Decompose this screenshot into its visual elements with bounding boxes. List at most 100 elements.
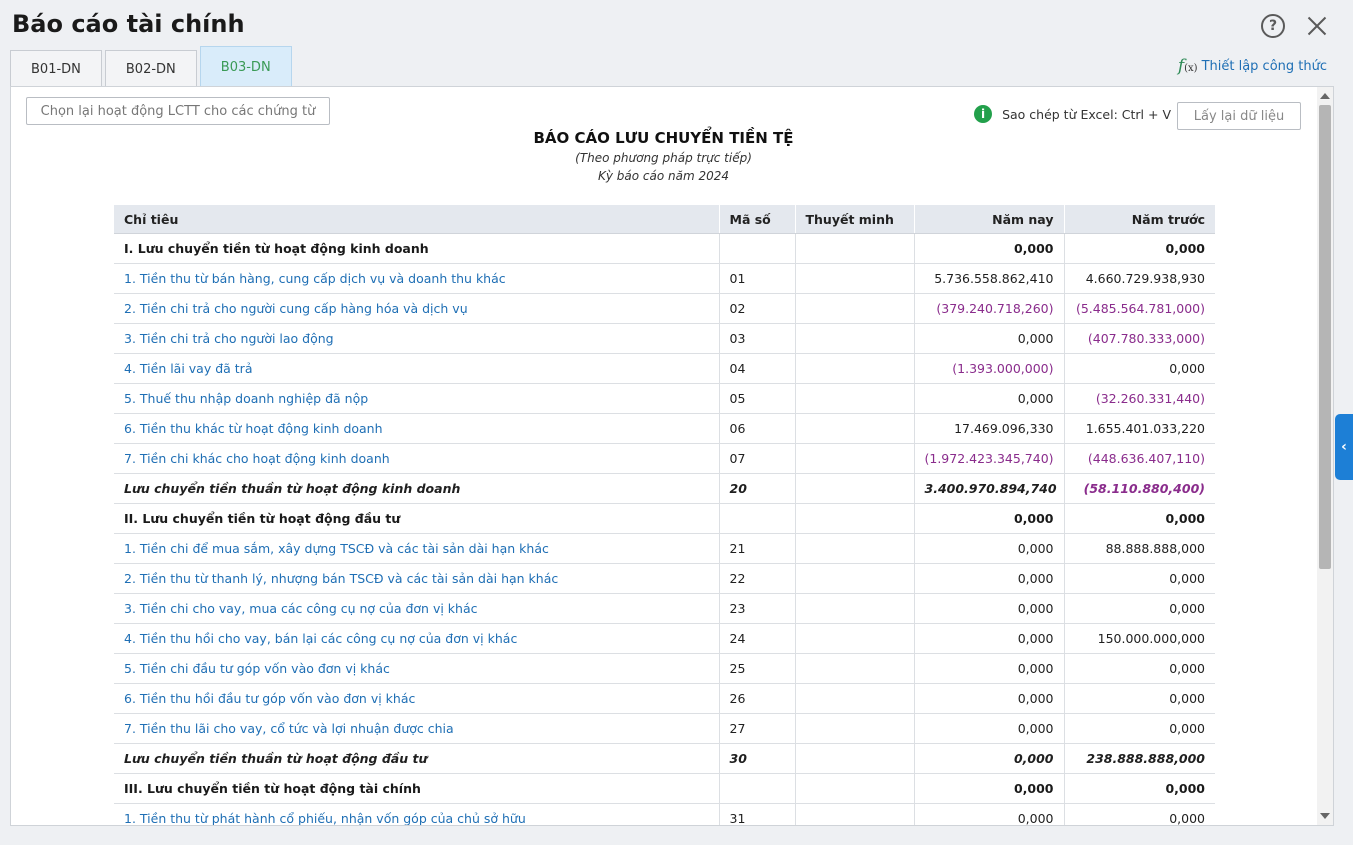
row-previous-year-cell[interactable]: 0,000: [1064, 593, 1215, 624]
row-code-cell[interactable]: 21: [719, 533, 796, 564]
row-previous-year-cell[interactable]: (32.260.331,440): [1064, 383, 1215, 414]
table-row[interactable]: II. Lưu chuyển tiền từ hoạt động đầu tư 0…: [114, 503, 1215, 534]
row-previous-year-cell[interactable]: 88.888.888,000: [1064, 533, 1215, 564]
row-note-cell[interactable]: [795, 803, 915, 825]
row-code-cell[interactable]: 26: [719, 683, 796, 714]
row-previous-year-cell[interactable]: (407.780.333,000): [1064, 323, 1215, 354]
row-current-year-cell[interactable]: 5.736.558.862,410: [914, 263, 1065, 294]
row-code-cell[interactable]: [719, 503, 796, 534]
row-indicator-cell[interactable]: II. Lưu chuyển tiền từ hoạt động đầu tư: [114, 503, 720, 534]
table-row[interactable]: Lưu chuyển tiền thuần từ hoạt động kinh …: [114, 473, 1215, 504]
row-previous-year-cell[interactable]: 150.000.000,000: [1064, 623, 1215, 654]
row-code-cell[interactable]: 02: [719, 293, 796, 324]
row-previous-year-cell[interactable]: (5.485.564.781,000): [1064, 293, 1215, 324]
row-indicator-cell[interactable]: 1. Tiền thu từ bán hàng, cung cấp dịch v…: [114, 263, 720, 294]
row-current-year-cell[interactable]: 0,000: [914, 593, 1065, 624]
table-row[interactable]: 5. Tiền chi đầu tư góp vốn vào đơn vị kh…: [114, 653, 1215, 684]
row-indicator-cell[interactable]: Lưu chuyển tiền thuần từ hoạt động đầu t…: [114, 743, 720, 774]
row-code-cell[interactable]: 05: [719, 383, 796, 414]
row-code-cell[interactable]: 01: [719, 263, 796, 294]
row-code-cell[interactable]: [719, 233, 796, 264]
row-note-cell[interactable]: [795, 743, 915, 774]
row-previous-year-cell[interactable]: (58.110.880,400): [1064, 473, 1215, 504]
row-code-cell[interactable]: 27: [719, 713, 796, 744]
table-row[interactable]: III. Lưu chuyển tiền từ hoạt động tài ch…: [114, 773, 1215, 804]
row-code-cell[interactable]: 07: [719, 443, 796, 474]
row-note-cell[interactable]: [795, 413, 915, 444]
table-row[interactable]: 1. Tiền thu từ phát hành cổ phiếu, nhận …: [114, 803, 1215, 825]
row-note-cell[interactable]: [795, 713, 915, 744]
row-indicator-cell[interactable]: I. Lưu chuyển tiền từ hoạt động kinh doa…: [114, 233, 720, 264]
row-current-year-cell[interactable]: 0,000: [914, 743, 1065, 774]
row-note-cell[interactable]: [795, 263, 915, 294]
table-row[interactable]: 1. Tiền thu từ bán hàng, cung cấp dịch v…: [114, 263, 1215, 294]
tab-b01-dn[interactable]: B01-DN: [10, 50, 102, 88]
reselect-activity-button[interactable]: Chọn lại hoạt động LCTT cho các chứng từ: [26, 97, 330, 125]
header-indicator[interactable]: Chỉ tiêu: [114, 205, 720, 234]
row-previous-year-cell[interactable]: 0,000: [1064, 353, 1215, 384]
help-icon[interactable]: ?: [1261, 14, 1285, 38]
table-row[interactable]: 6. Tiền thu hồi đầu tư góp vốn vào đơn v…: [114, 683, 1215, 714]
row-current-year-cell[interactable]: 0,000: [914, 563, 1065, 594]
tab-b02-dn[interactable]: B02-DN: [104, 50, 197, 88]
row-indicator-cell[interactable]: 2. Tiền chi trả cho người cung cấp hàng …: [114, 293, 720, 324]
row-note-cell[interactable]: [795, 683, 915, 714]
row-previous-year-cell[interactable]: 0,000: [1064, 773, 1215, 804]
table-row[interactable]: 2. Tiền chi trả cho người cung cấp hàng …: [114, 293, 1215, 324]
table-row[interactable]: Lưu chuyển tiền thuần từ hoạt động đầu t…: [114, 743, 1215, 774]
row-indicator-cell[interactable]: 4. Tiền lãi vay đã trả: [114, 353, 720, 384]
row-code-cell[interactable]: 31: [719, 803, 796, 825]
header-code[interactable]: Mã số: [719, 205, 796, 234]
row-current-year-cell[interactable]: (1.972.423.345,740): [914, 443, 1065, 474]
row-note-cell[interactable]: [795, 533, 915, 564]
table-row[interactable]: 4. Tiền thu hồi cho vay, bán lại các côn…: [114, 623, 1215, 654]
row-indicator-cell[interactable]: 3. Tiền chi trả cho người lao động: [114, 323, 720, 354]
row-code-cell[interactable]: [719, 773, 796, 804]
tab-b03-dn[interactable]: B03-DN: [199, 46, 292, 88]
row-current-year-cell[interactable]: 0,000: [914, 713, 1065, 744]
row-note-cell[interactable]: [795, 383, 915, 414]
table-row[interactable]: 5. Thuế thu nhập doanh nghiệp đã nộp 05 0,…: [114, 383, 1215, 414]
row-code-cell[interactable]: 04: [719, 353, 796, 384]
row-indicator-cell[interactable]: 1. Tiền thu từ phát hành cổ phiếu, nhận …: [114, 803, 720, 825]
vertical-scrollbar[interactable]: [1317, 87, 1333, 825]
header-current-year[interactable]: Năm nay: [914, 205, 1065, 234]
row-previous-year-cell[interactable]: 0,000: [1064, 233, 1215, 264]
row-code-cell[interactable]: 23: [719, 593, 796, 624]
row-note-cell[interactable]: [795, 623, 915, 654]
row-code-cell[interactable]: 25: [719, 653, 796, 684]
row-current-year-cell[interactable]: 17.469.096,330: [914, 413, 1065, 444]
row-note-cell[interactable]: [795, 593, 915, 624]
table-row[interactable]: I. Lưu chuyển tiền từ hoạt động kinh doa…: [114, 233, 1215, 264]
row-code-cell[interactable]: 22: [719, 563, 796, 594]
row-code-cell[interactable]: 20: [719, 473, 796, 504]
row-indicator-cell[interactable]: 5. Tiền chi đầu tư góp vốn vào đơn vị kh…: [114, 653, 720, 684]
row-indicator-cell[interactable]: 7. Tiền chi khác cho hoạt động kinh doan…: [114, 443, 720, 474]
row-indicator-cell[interactable]: 2. Tiền thu từ thanh lý, nhượng bán TSCĐ…: [114, 563, 720, 594]
scroll-thumb[interactable]: [1319, 105, 1331, 569]
row-code-cell[interactable]: 30: [719, 743, 796, 774]
row-current-year-cell[interactable]: 0,000: [914, 683, 1065, 714]
row-indicator-cell[interactable]: 4. Tiền thu hồi cho vay, bán lại các côn…: [114, 623, 720, 654]
scroll-up-icon[interactable]: [1320, 93, 1330, 99]
row-indicator-cell[interactable]: 1. Tiền chi để mua sắm, xây dựng TSCĐ và…: [114, 533, 720, 564]
row-current-year-cell[interactable]: 0,000: [914, 383, 1065, 414]
table-row[interactable]: 7. Tiền thu lãi cho vay, cổ tức và lợi n…: [114, 713, 1215, 744]
row-previous-year-cell[interactable]: 238.888.888,000: [1064, 743, 1215, 774]
row-indicator-cell[interactable]: 6. Tiền thu khác từ hoạt động kinh doanh: [114, 413, 720, 444]
row-previous-year-cell[interactable]: 0,000: [1064, 683, 1215, 714]
row-indicator-cell[interactable]: III. Lưu chuyển tiền từ hoạt động tài ch…: [114, 773, 720, 804]
row-indicator-cell[interactable]: Lưu chuyển tiền thuần từ hoạt động kinh …: [114, 473, 720, 504]
row-note-cell[interactable]: [795, 473, 915, 504]
reload-data-button[interactable]: Lấy lại dữ liệu: [1177, 102, 1301, 130]
row-previous-year-cell[interactable]: 0,000: [1064, 503, 1215, 534]
header-previous-year[interactable]: Năm trước: [1064, 205, 1215, 234]
row-note-cell[interactable]: [795, 293, 915, 324]
row-indicator-cell[interactable]: 5. Thuế thu nhập doanh nghiệp đã nộp: [114, 383, 720, 414]
table-row[interactable]: 1. Tiền chi để mua sắm, xây dựng TSCĐ và…: [114, 533, 1215, 564]
table-row[interactable]: 7. Tiền chi khác cho hoạt động kinh doan…: [114, 443, 1215, 474]
table-row[interactable]: 3. Tiền chi trả cho người lao động 03 0,00…: [114, 323, 1215, 354]
row-previous-year-cell[interactable]: 4.660.729.938,930: [1064, 263, 1215, 294]
row-indicator-cell[interactable]: 7. Tiền thu lãi cho vay, cổ tức và lợi n…: [114, 713, 720, 744]
row-previous-year-cell[interactable]: 1.655.401.033,220: [1064, 413, 1215, 444]
